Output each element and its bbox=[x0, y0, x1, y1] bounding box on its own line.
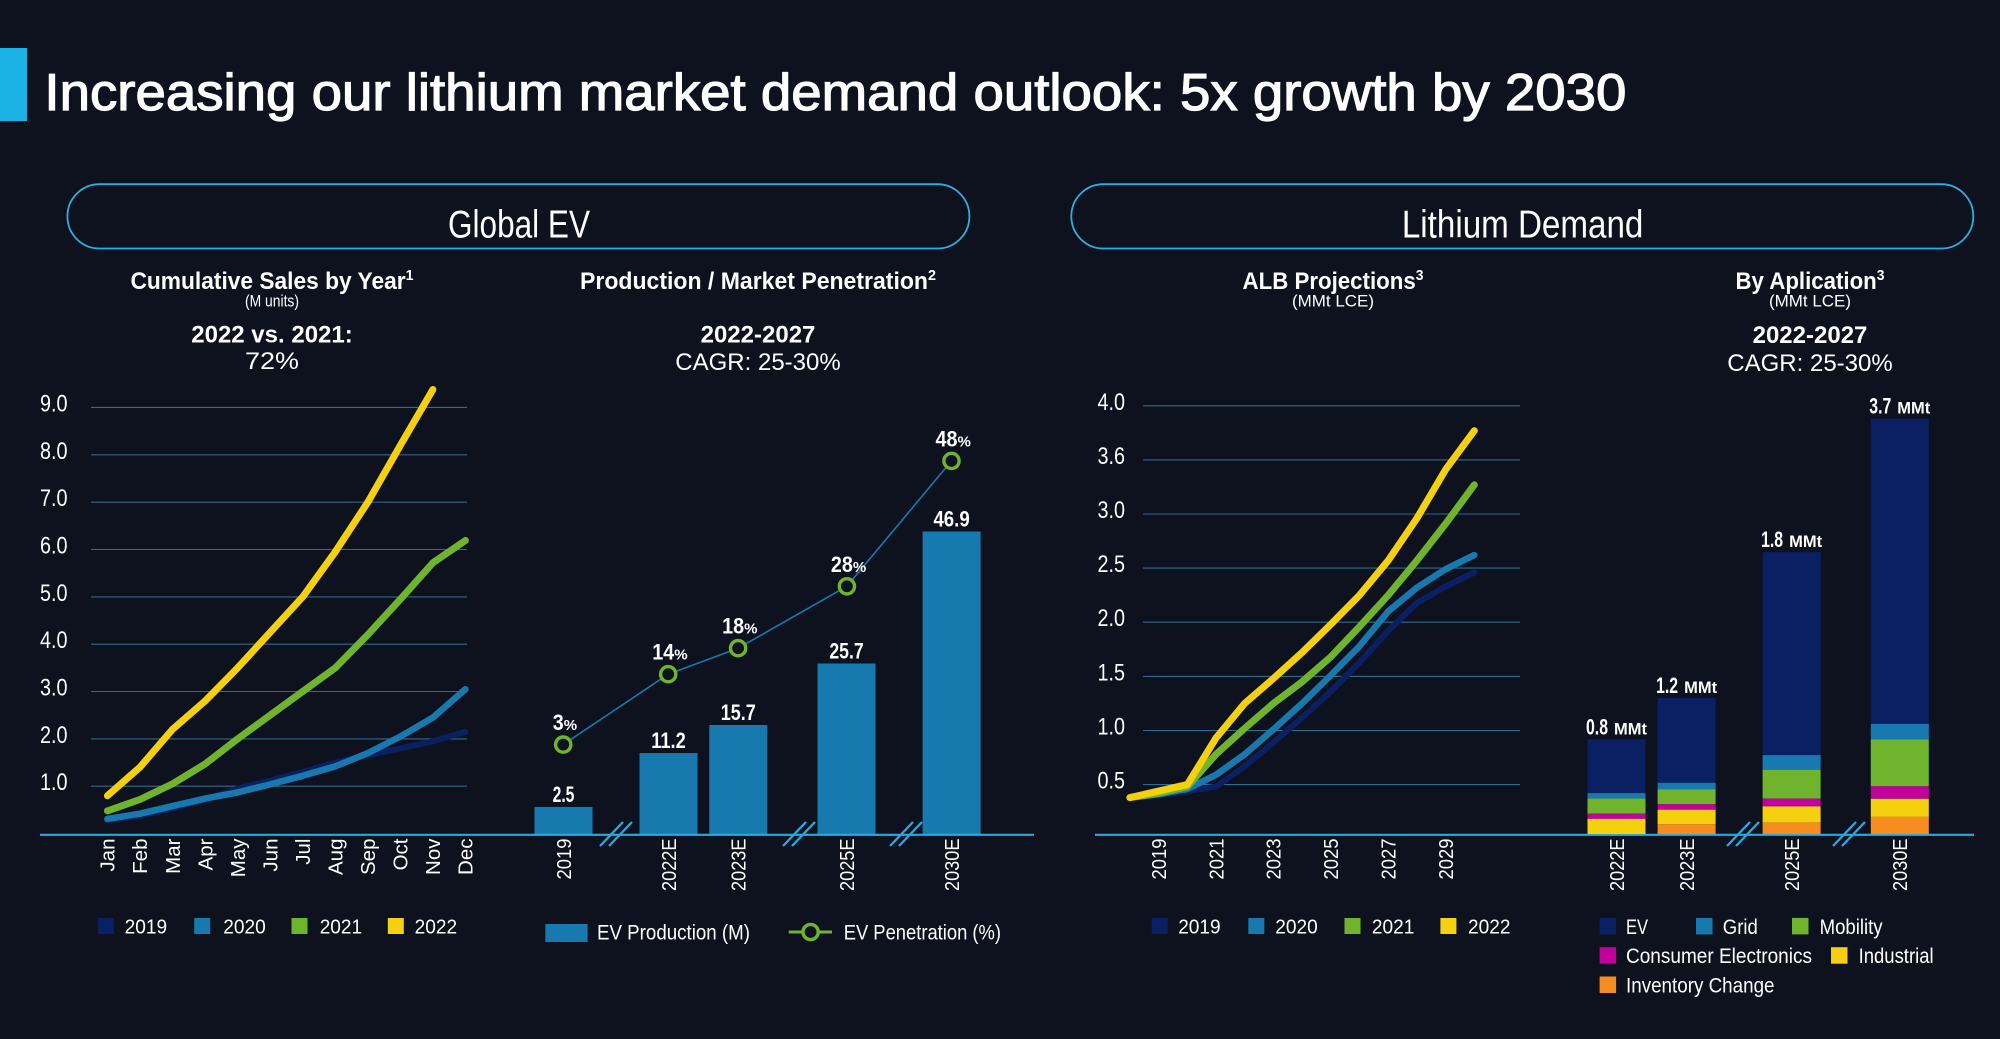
svg-text:%: % bbox=[674, 647, 687, 664]
svg-text:Jul: Jul bbox=[292, 839, 315, 865]
svg-text:2022E: 2022E bbox=[658, 839, 681, 892]
svg-text:MMt: MMt bbox=[1897, 400, 1930, 418]
svg-text:Inventory Change: Inventory Change bbox=[1626, 975, 1775, 998]
svg-text:%: % bbox=[853, 559, 866, 576]
svg-text:2019: 2019 bbox=[125, 916, 168, 939]
svg-text:2021: 2021 bbox=[320, 916, 363, 939]
svg-text:2025: 2025 bbox=[1320, 839, 1343, 880]
svg-text:Dec: Dec bbox=[455, 839, 478, 875]
svg-text:Grid: Grid bbox=[1723, 916, 1758, 939]
svg-text:2022: 2022 bbox=[1468, 916, 1511, 939]
svg-text:May: May bbox=[227, 838, 250, 877]
svg-text:2022 vs. 2021:: 2022 vs. 2021: bbox=[191, 322, 352, 349]
svg-text:Cumulative Sales by Year1: Cumulative Sales by Year1 bbox=[131, 267, 414, 295]
svg-text:72%: 72% bbox=[245, 348, 299, 375]
svg-text:CAGR: 25-30%: CAGR: 25-30% bbox=[1727, 350, 1892, 377]
svg-text:2019: 2019 bbox=[553, 839, 576, 880]
svg-text:1.8: 1.8 bbox=[1761, 527, 1783, 552]
svg-text:2021: 2021 bbox=[1372, 916, 1415, 939]
svg-text:Mar: Mar bbox=[162, 838, 185, 873]
svg-text:Jan: Jan bbox=[97, 839, 120, 872]
svg-text:3.6: 3.6 bbox=[1098, 443, 1126, 470]
svg-text:Aug: Aug bbox=[325, 839, 348, 875]
svg-text:Consumer Electronics: Consumer Electronics bbox=[1626, 945, 1812, 968]
svg-text:15.7: 15.7 bbox=[721, 700, 756, 725]
svg-text:(M units): (M units) bbox=[245, 292, 299, 311]
svg-text:3.0: 3.0 bbox=[1098, 497, 1126, 524]
svg-text:(MMt LCE): (MMt LCE) bbox=[1769, 292, 1851, 311]
svg-text:Apr: Apr bbox=[194, 838, 217, 870]
svg-text:2023E: 2023E bbox=[728, 839, 751, 892]
svg-text:2029: 2029 bbox=[1435, 839, 1458, 880]
svg-text:4.0: 4.0 bbox=[1098, 389, 1126, 416]
svg-text:2.0: 2.0 bbox=[1098, 605, 1126, 632]
svg-text:11.2: 11.2 bbox=[651, 728, 686, 753]
svg-text:MMt: MMt bbox=[1789, 533, 1822, 551]
svg-text:Nov: Nov bbox=[422, 838, 445, 875]
svg-text:6.0: 6.0 bbox=[40, 533, 68, 560]
svg-text:0.8: 0.8 bbox=[1586, 715, 1608, 740]
svg-text:2020: 2020 bbox=[1275, 916, 1318, 939]
svg-text:By Aplication3: By Aplication3 bbox=[1736, 267, 1885, 295]
svg-text:2.0: 2.0 bbox=[40, 722, 68, 749]
svg-text:%: % bbox=[564, 717, 577, 734]
svg-text:2022-2027: 2022-2027 bbox=[1753, 322, 1868, 349]
svg-text:2023E: 2023E bbox=[1676, 839, 1699, 892]
svg-text:Production / Market Penetratio: Production / Market Penetration2 bbox=[580, 267, 936, 295]
svg-text:Oct: Oct bbox=[390, 838, 413, 870]
svg-text:2025E: 2025E bbox=[836, 839, 859, 892]
svg-text:EV Production (M): EV Production (M) bbox=[597, 922, 750, 945]
svg-text:2022: 2022 bbox=[415, 916, 458, 939]
svg-text:3.0: 3.0 bbox=[40, 675, 68, 702]
svg-text:1.0: 1.0 bbox=[40, 769, 68, 796]
svg-text:Industrial: Industrial bbox=[1859, 945, 1934, 968]
svg-text:7.0: 7.0 bbox=[40, 485, 68, 512]
svg-text:MMt: MMt bbox=[1684, 679, 1717, 697]
svg-text:Sep: Sep bbox=[357, 839, 380, 875]
svg-text:28: 28 bbox=[831, 552, 853, 577]
svg-text:14: 14 bbox=[652, 640, 675, 665]
svg-text:2.5: 2.5 bbox=[553, 782, 575, 807]
svg-text:4.0: 4.0 bbox=[40, 627, 68, 654]
svg-text:18: 18 bbox=[722, 614, 744, 639]
svg-text:Global EV: Global EV bbox=[448, 203, 590, 246]
svg-text:Lithium Demand: Lithium Demand bbox=[1402, 203, 1644, 246]
svg-text:1.2: 1.2 bbox=[1656, 673, 1678, 698]
svg-text:Jun: Jun bbox=[259, 839, 282, 872]
svg-text:2030E: 2030E bbox=[941, 839, 964, 892]
svg-text:3.7: 3.7 bbox=[1869, 394, 1891, 419]
svg-text:1.0: 1.0 bbox=[1098, 714, 1126, 741]
svg-text:2030E: 2030E bbox=[1889, 839, 1912, 892]
svg-text:EV: EV bbox=[1626, 916, 1648, 939]
svg-text:(MMt LCE): (MMt LCE) bbox=[1292, 292, 1374, 311]
svg-text:2020: 2020 bbox=[223, 916, 265, 939]
svg-text:9.0: 9.0 bbox=[40, 390, 68, 417]
svg-text:2022-2027: 2022-2027 bbox=[701, 322, 816, 349]
svg-text:2019: 2019 bbox=[1178, 916, 1221, 939]
svg-text:5.0: 5.0 bbox=[40, 580, 68, 607]
svg-text:%: % bbox=[744, 621, 757, 638]
svg-text:48: 48 bbox=[936, 426, 958, 451]
svg-text:EV Penetration (%): EV Penetration (%) bbox=[844, 922, 1001, 945]
svg-text:1.5: 1.5 bbox=[1098, 659, 1126, 686]
svg-text:2.5: 2.5 bbox=[1098, 551, 1126, 578]
svg-text:Mobility: Mobility bbox=[1820, 916, 1883, 939]
svg-text:25.7: 25.7 bbox=[829, 639, 863, 664]
svg-text:%: % bbox=[958, 433, 971, 450]
svg-text:2022E: 2022E bbox=[1606, 839, 1629, 892]
svg-text:Feb: Feb bbox=[129, 839, 152, 874]
svg-text:Increasing our lithium market: Increasing our lithium market demand out… bbox=[44, 64, 1626, 122]
svg-text:2027: 2027 bbox=[1378, 839, 1401, 880]
svg-text:2025E: 2025E bbox=[1781, 839, 1804, 892]
svg-text:3: 3 bbox=[553, 710, 564, 735]
svg-text:46.9: 46.9 bbox=[933, 507, 969, 532]
svg-text:0.5: 0.5 bbox=[1098, 768, 1126, 795]
svg-text:2019: 2019 bbox=[1148, 839, 1171, 880]
svg-text:8.0: 8.0 bbox=[40, 438, 68, 465]
svg-text:2021: 2021 bbox=[1205, 839, 1228, 880]
svg-text:ALB Projections3: ALB Projections3 bbox=[1243, 267, 1424, 295]
svg-text:MMt: MMt bbox=[1614, 721, 1647, 739]
svg-text:CAGR: 25-30%: CAGR: 25-30% bbox=[675, 349, 840, 376]
svg-text:2023: 2023 bbox=[1263, 839, 1286, 880]
